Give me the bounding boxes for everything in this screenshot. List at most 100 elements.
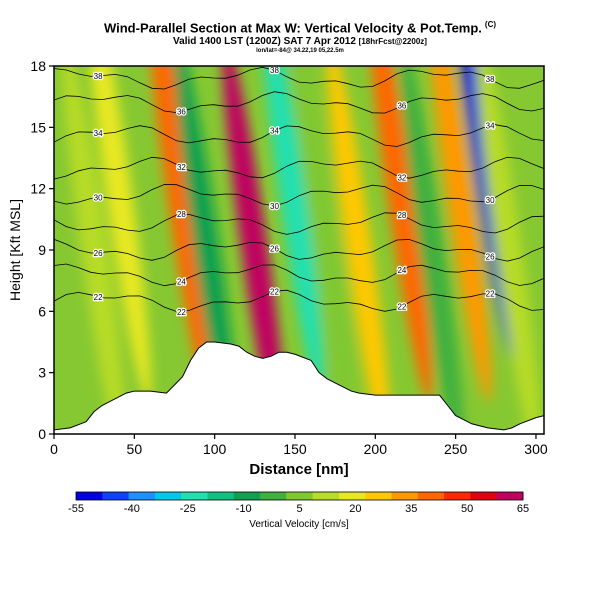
colorbar-swatch — [496, 492, 524, 500]
x-tick-label: 0 — [50, 441, 58, 457]
isentrope-label: 38 — [486, 75, 495, 84]
x-axis: 0 50 100 150 200 250 300 — [50, 434, 548, 457]
chart-title: Wind-Parallel Section at Max W: Vertical… — [0, 20, 600, 35]
isentrope-label: 28 — [397, 211, 406, 220]
colorbar-tick-label: 50 — [461, 503, 473, 515]
isentrope-label: 24 — [177, 277, 186, 286]
x-tick-label: 150 — [283, 441, 307, 457]
velocity-band — [426, 66, 492, 402]
colorbar-tick-label: 65 — [517, 503, 529, 515]
isentrope-label: 22 — [270, 287, 279, 296]
isentrope-line — [54, 156, 544, 180]
x-tick-label: 50 — [127, 441, 143, 457]
velocity-band — [146, 66, 212, 402]
isentrope-label: 30 — [94, 193, 103, 202]
y-axis: 0 3 6 9 12 15 18 — [30, 58, 54, 442]
isentrope-lines — [54, 66, 544, 312]
chart-title-text: Wind-Parallel Section at Max W: Vertical… — [103, 20, 482, 36]
isentrope-label: 34 — [270, 126, 279, 135]
x-tick-label: 250 — [444, 441, 468, 457]
isentrope-label: 32 — [397, 173, 406, 182]
x-tick-label: 200 — [364, 441, 388, 457]
colorbar-swatch — [286, 492, 314, 500]
velocity-band — [259, 66, 325, 402]
velocity-band — [398, 66, 465, 434]
isentrope-labels: 22 22 22 22 22 24 24 26 26 26 28 28 30 30 30 32 32 34 34 34… — [92, 65, 496, 318]
isentrope-label: 36 — [397, 101, 406, 110]
colorbar-swatch — [312, 492, 340, 500]
velocity-band — [85, 66, 151, 402]
velocity-band — [366, 66, 432, 402]
y-tick-label: 9 — [38, 242, 46, 258]
colorbar-swatch — [470, 492, 498, 500]
y-tick-label: 3 — [38, 365, 46, 381]
isentrope-line — [54, 124, 544, 147]
colorbar-tick-label: -10 — [236, 503, 252, 515]
x-axis-label: Distance [nm] — [249, 461, 348, 478]
colorbar-swatch — [102, 492, 130, 500]
isentrope-label: 30 — [270, 202, 279, 211]
isentrope-label: 28 — [177, 210, 186, 219]
velocity-field — [61, 66, 542, 434]
colorbar-swatch — [391, 492, 419, 500]
colorbar-swatch — [128, 492, 156, 500]
y-axis-label: Height [Kft MSL] — [7, 199, 23, 301]
x-tick-label: 100 — [203, 441, 227, 457]
isentrope-label: 26 — [94, 249, 103, 258]
velocity-band — [326, 66, 392, 434]
colorbar-swatch — [181, 492, 208, 500]
isentrope-label: 22 — [397, 303, 406, 312]
isentrope-label: 38 — [94, 72, 103, 81]
isentrope-label: 22 — [486, 289, 495, 298]
colorbar-swatch — [338, 492, 366, 500]
isentrope-label: 34 — [94, 129, 103, 138]
y-tick-label: 12 — [30, 181, 46, 197]
colorbar-swatch — [76, 492, 103, 500]
isentrope-label: 36 — [177, 108, 186, 117]
colorbar: -55 -40 -25 -10 5 20 35 50 65 — [68, 491, 529, 515]
colorbar-tick-label: 35 — [405, 503, 417, 515]
copyright-mark: (C) — [484, 20, 497, 29]
velocity-band — [61, 66, 127, 434]
isentrope-label: 32 — [177, 163, 186, 172]
colorbar-tick-label: 5 — [296, 503, 302, 515]
y-tick-label: 18 — [30, 58, 46, 74]
isentrope-line — [54, 212, 544, 235]
velocity-band — [294, 66, 360, 434]
colorbar-swatch — [207, 492, 235, 500]
isentrope-label: 26 — [270, 244, 279, 253]
colorbar-tick-label: 20 — [349, 503, 361, 515]
x-tick-label: 300 — [524, 441, 548, 457]
isentrope-line — [54, 66, 544, 90]
isentrope-label: 30 — [486, 196, 495, 205]
colorbar-frame — [75, 491, 524, 501]
terrain — [53, 341, 545, 435]
isentrope-label: 24 — [397, 266, 406, 275]
colorbar-swatch — [260, 492, 287, 500]
isentrope-line — [54, 238, 544, 262]
valid-time: Valid 1400 LST (1200Z) SAT 7 Apr 2012 [1… — [0, 36, 600, 47]
isentrope-line — [54, 263, 544, 287]
y-tick-label: 0 — [38, 426, 46, 442]
isentrope-label: 34 — [486, 121, 495, 130]
isentrope-line — [54, 184, 544, 207]
colorbar-swatch — [154, 492, 182, 500]
isentrope-label: 22 — [177, 308, 186, 317]
y-tick-label: 6 — [38, 303, 46, 319]
isentrope-label: 26 — [486, 252, 495, 261]
colorbar-swatch — [233, 492, 261, 500]
valid-time-text: Valid 1400 LST (1200Z) SAT 7 Apr 2012 — [173, 36, 356, 47]
colorbar-tick-label: -25 — [180, 503, 196, 515]
colorbar-label: Vertical Velocity [cm/s] — [249, 519, 349, 530]
velocity-band — [476, 66, 542, 434]
colorbar-tick-label: -55 — [68, 503, 84, 515]
isentrope-label: 22 — [94, 293, 103, 302]
colorbar-swatch — [417, 492, 445, 500]
colorbar-swatch — [444, 492, 471, 500]
colorbar-swatch — [365, 492, 393, 500]
isentrope-line — [54, 91, 544, 114]
forecast-text: [18hrFcst@2200z] — [358, 37, 427, 46]
y-tick-label: 15 — [30, 119, 46, 135]
